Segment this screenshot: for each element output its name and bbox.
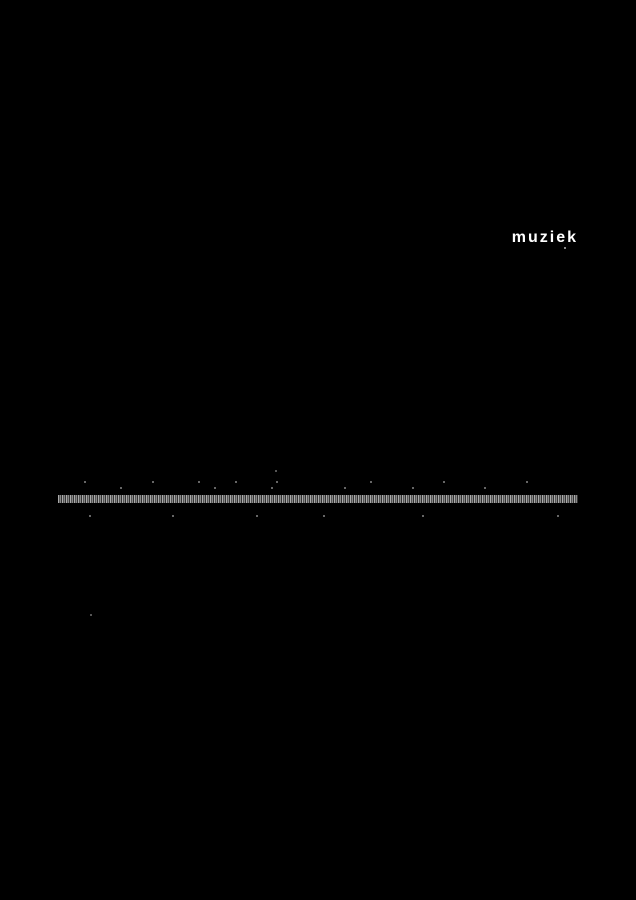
speck [271,487,273,489]
speck [256,515,258,517]
speck [484,487,486,489]
speck [89,515,91,517]
speck [422,515,424,517]
noise-band [58,495,578,503]
speck [152,481,154,483]
speck [323,515,325,517]
speck [235,481,237,483]
speck-row-upper [58,481,578,483]
solo-dot-2 [90,614,92,616]
label-muziek: muziek [512,229,578,247]
speck [172,515,174,517]
speck [443,481,445,483]
speck [526,481,528,483]
speck [412,487,414,489]
speck [214,487,216,489]
speck [557,515,559,517]
speck [120,487,122,489]
speck-row-lower [58,515,578,517]
speck [344,487,346,489]
speck-row-upper2 [58,487,578,489]
speck [370,481,372,483]
speck [84,481,86,483]
solo-dot-1 [275,470,277,472]
sub-dot [564,247,566,249]
speck [276,481,278,483]
speck [198,481,200,483]
